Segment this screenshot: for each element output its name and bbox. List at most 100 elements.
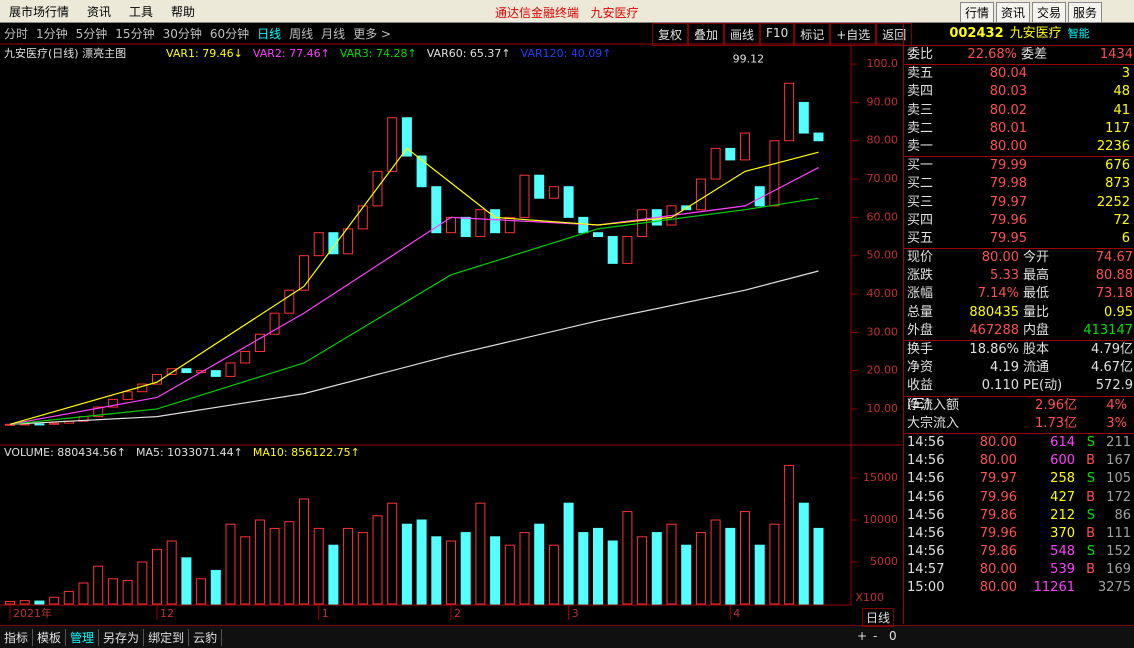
quote-cell: 0.110 [981,378,1019,394]
quote-cell: 14:56 [907,544,945,560]
bottom-period[interactable]: 日线 [862,608,895,627]
candle [710,147,721,180]
quote-cell: 600 [1050,453,1075,469]
bottom-tab[interactable]: 模板 [33,628,67,646]
volume-bar [299,498,309,605]
y-tick-label: 80.00 [867,134,899,147]
quote-cell: 212 [1050,507,1075,523]
quote-cell: 14:56 [907,453,945,469]
zoom-button[interactable]: + [857,629,868,643]
menu-item[interactable]: 资讯 [87,4,112,19]
period-tab[interactable]: 日线 [257,27,282,41]
quote-cell: 79.97 [979,471,1017,487]
volume-bar [181,557,192,605]
x-tick-label: 2021年 [13,606,52,620]
bottom-tab[interactable]: 管理 [66,628,100,646]
quote-cell: 流通 [1023,360,1050,376]
menu-item[interactable]: 工具 [129,4,154,19]
quote-cell: 量比 [1023,304,1050,320]
quote-row: 卖三 80.02 41 [904,102,1134,120]
zoom-button[interactable]: 0 [889,629,897,643]
period-tab[interactable]: 月线 [321,27,346,41]
volume-bar [534,523,545,605]
chart-title: 九安医疗(日线) 漂亮主图 [4,46,126,60]
quote-cell: 539 [1050,562,1075,578]
volume-bar [166,540,177,605]
quote-cell: 370 [1050,525,1075,541]
quote-cell: 3275 [1097,580,1131,596]
quote-cell: 15:00 [907,580,945,596]
y-tick-label: 100.0 [867,57,899,70]
period-tab[interactable]: 周线 [289,27,314,41]
quote-row: 14:56 79.86 548 S 152 [904,543,1134,561]
candle [460,216,471,238]
period-tab[interactable]: 1分钟 [36,27,68,41]
quote-cell: 5.33 [990,268,1019,284]
quote-row: 买一 79.99 676 [904,156,1134,175]
unit-label: X100 [855,591,884,604]
volume-bar [754,544,765,605]
quote-cell: 涨跌 [907,268,934,284]
quote-cell: 676 [1105,158,1130,174]
period-tab[interactable]: 分时 [4,27,29,41]
toolbar-button[interactable]: +自选 [830,23,877,46]
bottom-tab[interactable]: 绑定到 [144,628,190,646]
quote-cell: PE(动) [1023,378,1063,394]
quote-cell: 收益(三) [907,378,934,412]
quote-cell: 委差 [1021,47,1048,62]
period-tab[interactable]: 60分钟 [209,27,250,41]
top-button[interactable]: 行情 [959,2,994,23]
top-button[interactable]: 资讯 [995,2,1030,23]
app-name: 通达信金融终端 [495,6,580,20]
quote-row: 换手 18.86% 股本 4.79亿 [904,340,1134,359]
bottom-bar: 指标 模板 管理 另存为 绑定到 云豹 日线 + -0 [0,608,1134,648]
y-tick-label: 70.00 [867,172,899,185]
volume-bar [725,527,736,605]
quote-row: 卖一 80.00 2236 [904,138,1134,156]
quote-cell: 4.79亿 [1091,342,1133,357]
quote-cell: 72 [1113,212,1130,228]
top-button[interactable]: 交易 [1031,2,1066,23]
quote-cell: 467288 [969,322,1019,338]
quote-cell: 股本 [1023,342,1050,357]
quote-row: 卖四 80.03 48 [904,83,1134,101]
quote-cell: 572.9 [1095,378,1133,394]
candle [49,422,60,425]
toolbar-button[interactable]: 复权 [652,23,689,46]
top-button[interactable]: 服务 [1067,2,1102,23]
quote-cell: 总量 [907,304,934,320]
menu-item[interactable]: 帮助 [171,4,196,19]
toolbar-button[interactable]: 标记 [794,23,831,46]
bottom-tab[interactable]: 指标 [0,628,34,646]
volume-bar [710,519,721,605]
candle [254,333,265,352]
quote-cell: 卖四 [907,84,934,100]
period-tab[interactable]: 15分钟 [115,27,155,41]
quote-cell: B [1086,562,1095,578]
volume-bar [254,519,265,605]
toolbar-button[interactable]: 返回 [876,23,913,46]
quote-cell: 79.99 [989,158,1027,174]
zoom-button[interactable]: - [873,629,878,643]
indicator: VAR1: 79.46↓ [166,47,243,60]
ma-line [9,197,819,425]
candle [490,209,501,234]
toolbar-button[interactable]: F10 [760,23,795,46]
bottom-tab[interactable]: 云豹 [189,628,223,646]
toolbar-button[interactable]: 画线 [724,23,761,46]
menu-item[interactable]: 展市场行情 [9,4,70,19]
candle [34,423,45,426]
period-tab[interactable]: 5分钟 [75,27,108,41]
quote-cell: 14:56 [907,525,945,541]
bottom-tab[interactable]: 另存为 [99,628,145,646]
candle [328,232,339,255]
volume-bar [372,515,383,605]
quote-cell: 外盘 [907,322,934,338]
toolbar-button[interactable]: 叠加 [688,23,725,46]
quote-row: 大宗流入 1.73亿 3% [904,415,1134,433]
volume-bar [343,527,354,605]
indicator: VAR60: 65.37↑ [427,47,511,60]
period-tab[interactable]: 更多 > [353,27,392,41]
period-tab[interactable]: 30分钟 [162,27,202,41]
y-tick-label: 10.00 [867,402,899,415]
